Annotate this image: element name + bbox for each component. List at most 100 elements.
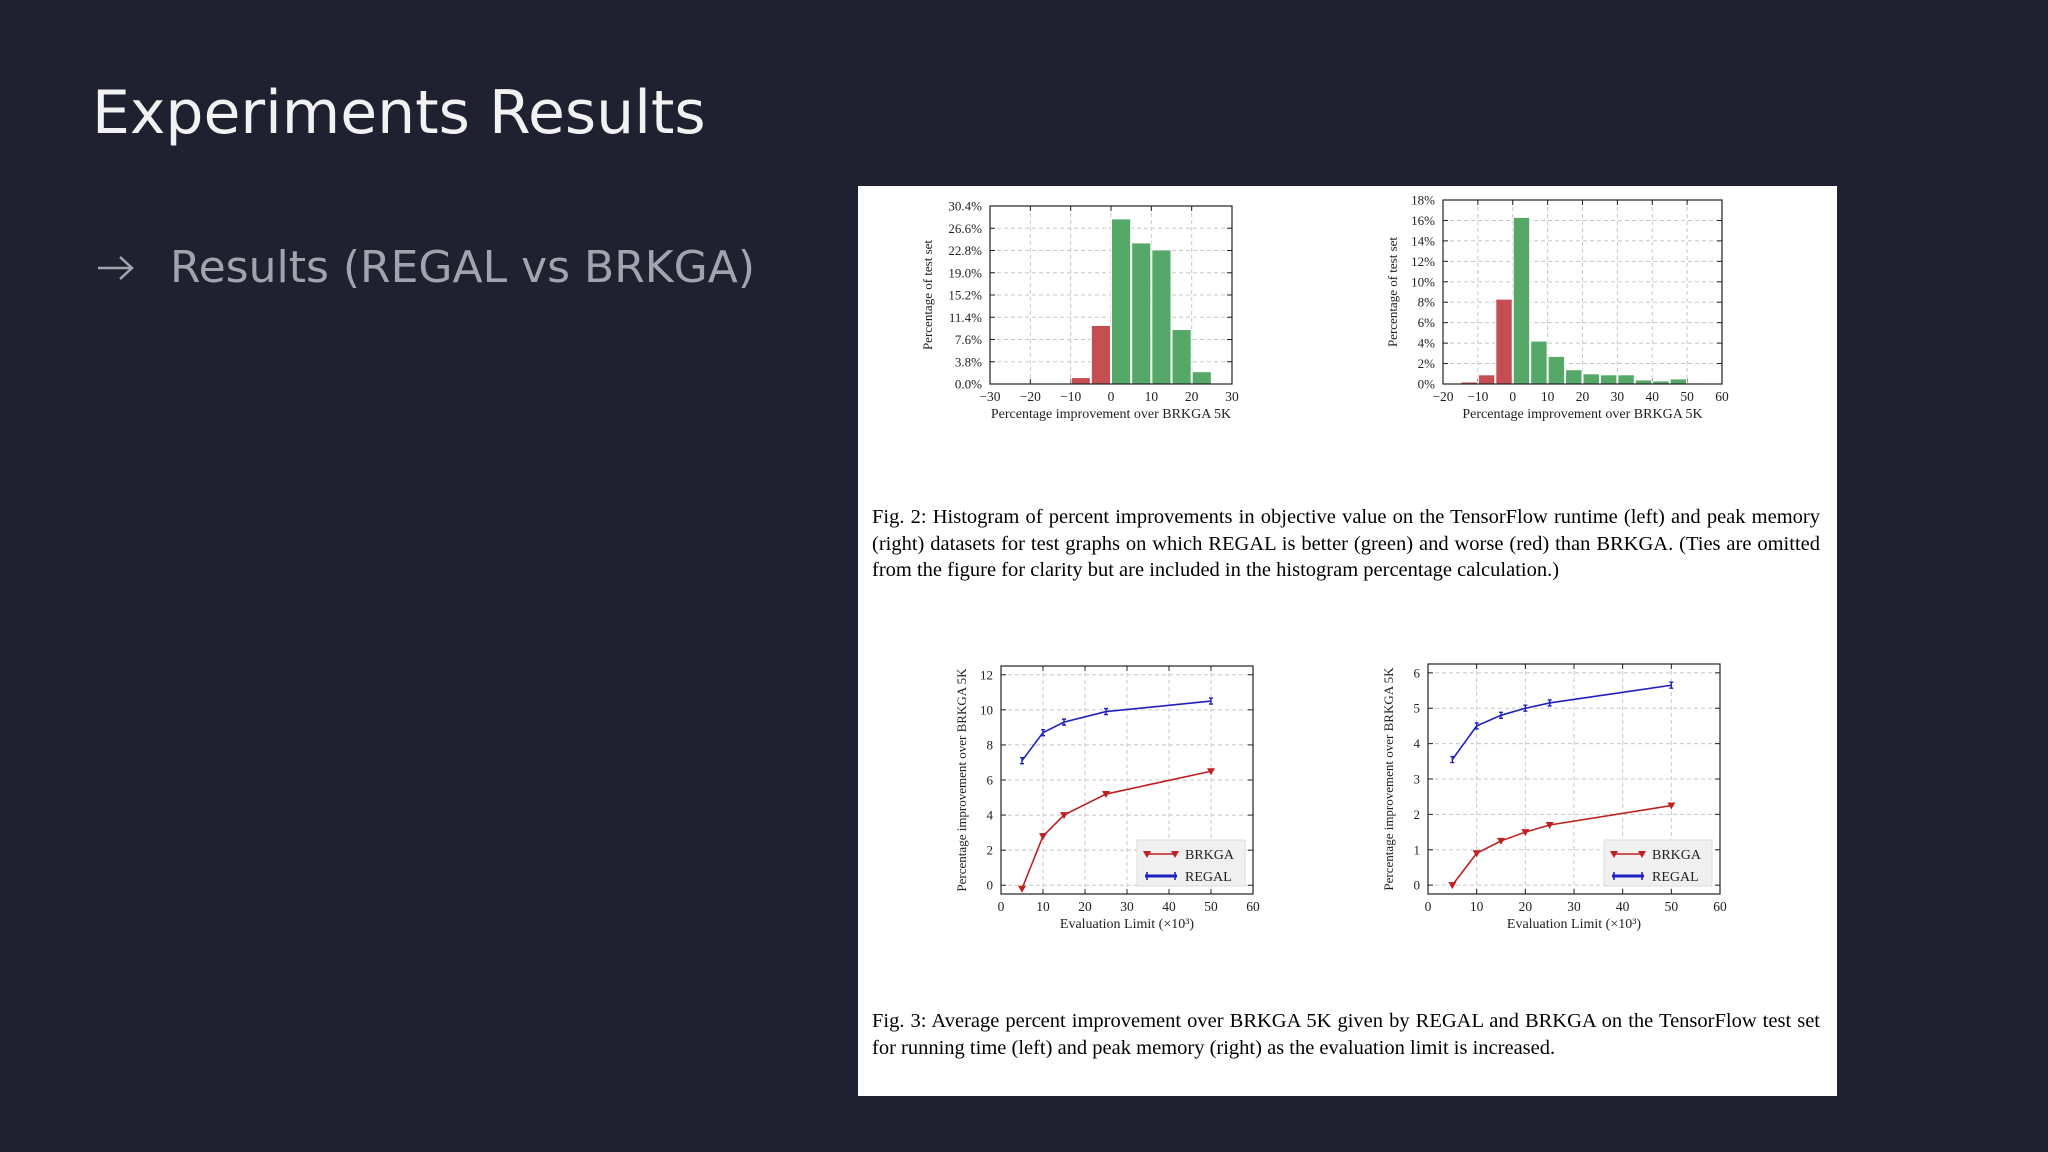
y-tick-label: 3.8% [955,354,982,369]
arrow-right-icon [96,253,136,283]
data-point [1039,833,1047,841]
x-tick-label: 30 [1225,389,1239,404]
series-line-brkga [1451,804,1672,886]
legend-label: REGAL [1185,870,1232,885]
data-point [1207,768,1215,776]
legend-box [1136,839,1246,887]
y-axis-label: Percentage of test set [920,240,935,350]
y-tick-label: 12 [980,667,993,682]
y-tick-label: 4 [1414,736,1421,751]
y-axis-label: Percentage of test set [1385,237,1400,347]
histogram-bar [1617,374,1635,385]
legend-marker [1171,851,1179,858]
legend-marker [1638,851,1646,858]
x-axis-label: Percentage improvement over BRKGA 5K [991,407,1231,422]
legend-marker [1610,851,1618,858]
x-tick-label: −10 [1060,389,1081,404]
y-tick-label: 1 [1414,842,1421,857]
figure-panel: −30 −20 −10 0 10 20 30 0.0% 3.8% 7.6% 11.4% 15.2% 19… [858,186,1837,1096]
histogram-bar [1565,369,1583,385]
y-tick-label: 15.2% [948,288,982,303]
x-tick-label: 30 [1567,899,1581,914]
data-point [1104,707,1108,716]
x-tick-label: 0 [1509,389,1516,404]
y-tick-label: 6 [987,773,994,788]
y-tick-label: 3 [1414,772,1421,787]
histogram-bar [1070,377,1091,385]
plot-frame [1427,663,1721,895]
slide-title: Experiments Results [92,78,706,148]
bullet-text: Results (REGAL vs BRKGA) [170,242,756,293]
histogram-bar [1191,371,1212,385]
x-tick-label: −10 [1467,389,1488,404]
y-tick-label: 8% [1418,295,1436,310]
data-point [1521,829,1530,837]
legend: BRKGA REGAL [1136,839,1246,887]
x-tick-label: 20 [1078,899,1092,914]
histogram-bar [1547,355,1566,385]
line-runtime-chart: 0 10 20 30 40 50 60 0 2 4 6 8 10 12 BRKGA REGAL Evaluati… [888,652,1268,944]
y-tick-label: 16% [1411,213,1435,228]
y-tick-label: 11.4% [949,310,982,325]
data-point [1545,822,1554,829]
histogram-bar [1131,242,1152,385]
y-tick-label: 5 [1414,701,1421,716]
y-tick-label: 19.0% [948,265,982,280]
legend-label: BRKGA [1652,848,1702,863]
x-tick-label: 20 [1185,389,1199,404]
y-axis-label: Percentage improvement over BRKGA 5K [954,668,969,892]
x-tick-label: 20 [1576,389,1590,404]
y-tick-label: 2 [1414,807,1421,822]
data-point [1474,722,1479,730]
fig3-caption: Fig. 3: Average percent improvement over… [872,1010,1820,1059]
y-tick-label: 30.4% [948,199,982,214]
histogram-bar [1530,340,1548,385]
data-point [1060,812,1068,820]
histogram-bar [1171,329,1192,385]
y-tick-label: 4% [1418,336,1436,351]
x-tick-label: −30 [979,389,1000,404]
x-tick-label: 0 [998,899,1005,914]
x-tick-label: 30 [1611,389,1625,404]
data-point [1669,681,1674,689]
data-point [1062,718,1066,726]
histogram-bar [1634,379,1653,385]
histogram-bar [1477,374,1496,385]
x-tick-label: 10 [1036,899,1050,914]
x-tick-label: 60 [1713,899,1727,914]
x-tick-label: 60 [1246,899,1260,914]
y-tick-label: 0% [1418,377,1436,392]
plot-frame [1000,665,1254,895]
y-tick-label: 22.8% [948,243,982,258]
fig2-caption: Fig. 2: Histogram of percent improvement… [872,506,1820,581]
x-tick-label: 40 [1162,899,1176,914]
line-memory-chart: 0 10 20 30 40 50 60 0 1 2 3 4 5 6 BRKGA REGAL Evaluation… [1358,652,1738,944]
x-tick-label: 20 [1519,899,1533,914]
data-point [1018,885,1026,893]
x-tick-label: 10 [1145,389,1159,404]
y-tick-label: 14% [1411,233,1435,248]
y-tick-label: 0 [987,878,994,893]
data-point [1020,757,1024,765]
data-point [1497,837,1505,845]
x-tick-label: 30 [1120,899,1134,914]
x-axis-label: Evaluation Limit (×10³) [1507,917,1642,932]
histogram-bar [1512,216,1531,385]
plot-frame [1442,199,1723,385]
data-point [1547,699,1552,707]
histogram-bar [1111,218,1132,385]
x-tick-label: 0 [1108,389,1115,404]
histogram-bar [1669,378,1688,385]
y-tick-label: 8 [987,737,994,752]
legend: BRKGA REGAL [1603,839,1713,887]
data-point [1448,882,1457,890]
y-tick-label: 4 [987,808,994,823]
hist-memory-chart: −20 −10 0 10 20 30 40 50 60 0% 2% 4% 6% 8% 10% 12% 14% 16… [1363,192,1733,426]
data-point [1499,711,1503,720]
x-tick-label: 40 [1646,389,1660,404]
x-axis-label: Percentage improvement over BRKGA 5K [1462,407,1702,422]
grid [1442,199,1723,385]
data-point [1041,728,1045,737]
data-point [1472,850,1481,858]
y-tick-label: 26.6% [948,221,982,236]
